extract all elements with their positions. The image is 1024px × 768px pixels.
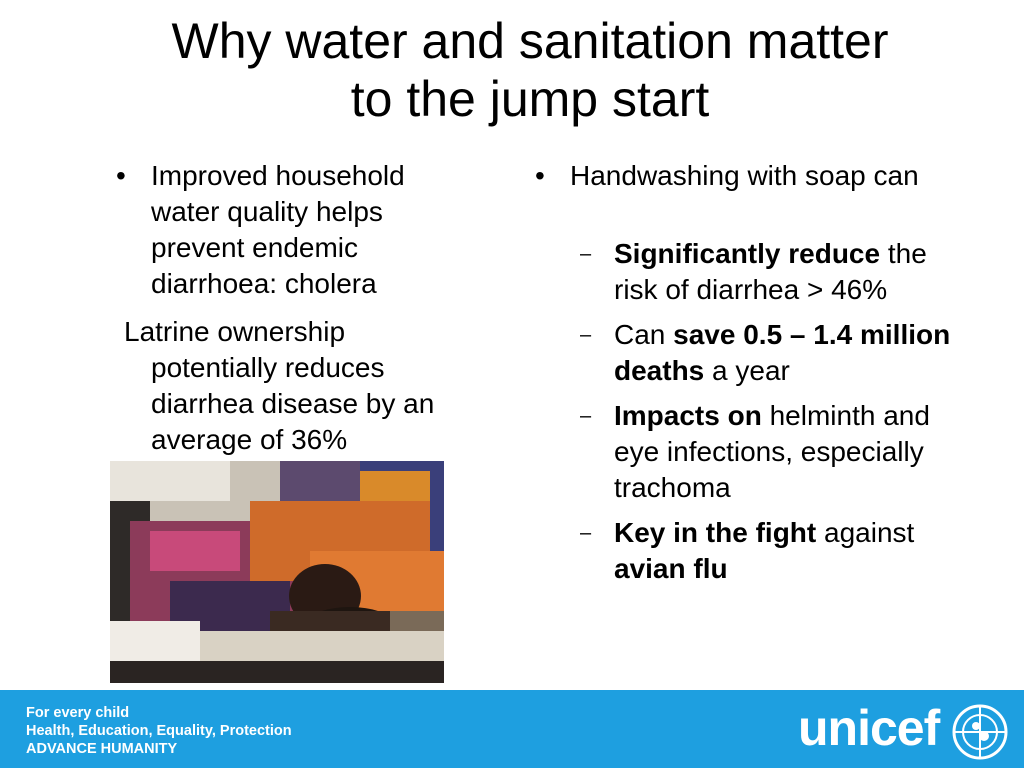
- left-bullet-1: • Improved household water quality helps…: [108, 158, 478, 302]
- footer-line-3: ADVANCE HUMANITY: [26, 741, 178, 757]
- sub-item-2-text: a year: [704, 355, 790, 386]
- left-paragraph-2-text: Latrine ownership potentially reduces di…: [124, 316, 435, 455]
- right-sub-list: – Significantly reduce the risk of diarr…: [527, 236, 967, 587]
- photo-child-in-hospital: [110, 461, 444, 683]
- sub-item-1: – Significantly reduce the risk of diarr…: [580, 236, 967, 308]
- right-bullet-1: • Handwashing with soap can: [527, 158, 967, 194]
- sub-item-2: – Can save 0.5 – 1.4 million deaths a ye…: [580, 317, 967, 389]
- sub-item-4-text: against: [816, 517, 915, 548]
- sub-item-3-bold: Impacts on: [614, 400, 762, 431]
- sub-item-1-bold: Significantly reduce: [614, 238, 881, 269]
- footer-line-2: Health, Education, Equality, Protection: [26, 723, 292, 739]
- photo-image: [110, 461, 444, 683]
- sub-item-4: – Key in the fight against avian flu: [580, 515, 967, 587]
- unicef-emblem-icon: [952, 704, 1008, 760]
- bullet-marker: •: [535, 160, 545, 191]
- dash-marker: –: [580, 522, 592, 544]
- right-column: • Handwashing with soap can – Significan…: [527, 158, 967, 596]
- sub-item-2-bold: save 0.5 – 1.4 million deaths: [614, 319, 951, 386]
- dash-marker: –: [580, 324, 592, 346]
- left-column: • Improved household water quality helps…: [108, 158, 478, 458]
- sub-item-4-bold-2: avian flu: [614, 553, 728, 584]
- title-line-2: to the jump start: [350, 71, 710, 127]
- unicef-logo: unicef: [798, 696, 1018, 762]
- left-bullet-1-text: Improved household water quality helps p…: [151, 160, 405, 299]
- sub-item-4-bold-1: Key in the fight: [614, 517, 817, 548]
- dash-marker: –: [580, 405, 592, 427]
- sub-item-3-text: helminth and eye infections, especially …: [614, 400, 930, 503]
- sub-item-2-pre: Can: [614, 319, 674, 350]
- title-line-1: Why water and sanitation matter: [171, 13, 889, 69]
- footer-bar: For every child Health, Education, Equal…: [0, 690, 1024, 768]
- sub-item-1-text: the risk of diarrhea > 46%: [614, 238, 927, 305]
- unicef-wordmark: unicef: [798, 700, 940, 756]
- bullet-marker: •: [116, 160, 126, 191]
- footer-line-1: For every child: [26, 705, 130, 721]
- right-bullet-1-text: Handwashing with soap can: [570, 160, 919, 191]
- slide-title: Why water and sanitation matter to the j…: [60, 12, 1000, 128]
- footer-slogan: For every child Health, Education, Equal…: [26, 704, 292, 758]
- left-paragraph-2: Latrine ownership potentially reduces di…: [124, 314, 478, 458]
- sub-item-3: – Impacts on helminth and eye infections…: [580, 398, 967, 506]
- dash-marker: –: [580, 243, 592, 265]
